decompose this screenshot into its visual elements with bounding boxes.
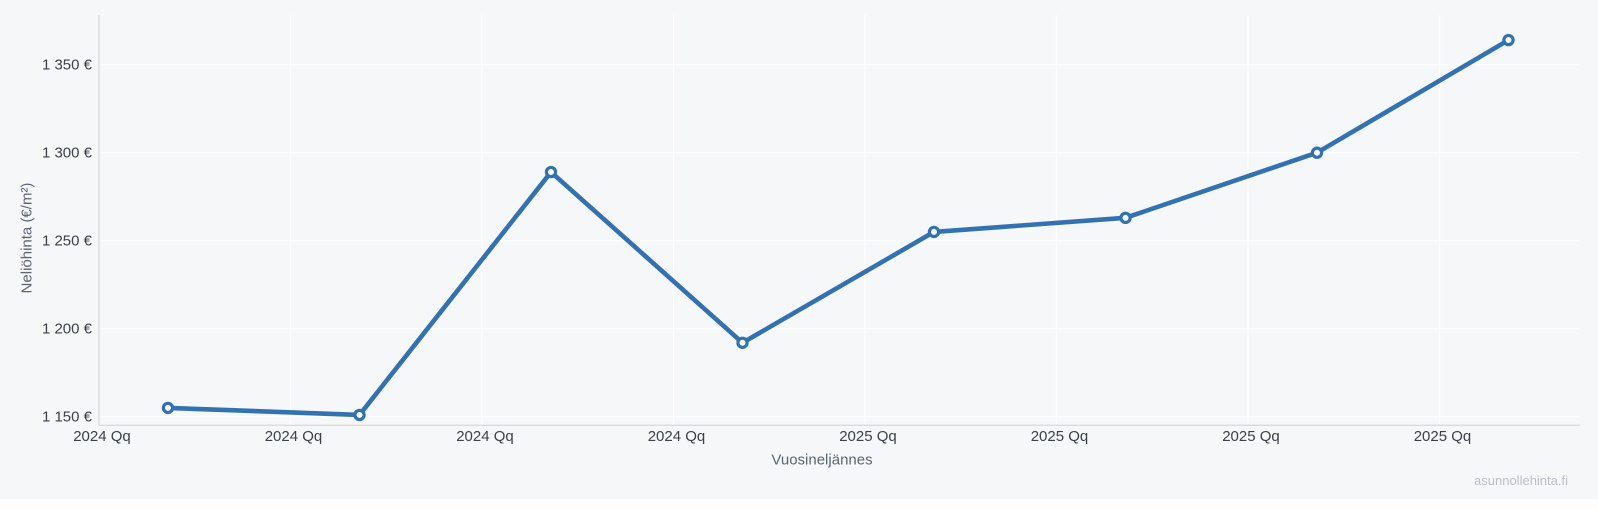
- x-tick-label: 2025 Qq: [1031, 428, 1089, 445]
- data-point[interactable]: [1502, 33, 1515, 47]
- y-tick-label: 1 250 €: [42, 233, 93, 250]
- x-tick-label: 2025 Qq: [839, 428, 897, 445]
- watermark-link[interactable]: asunnollehinta.fi: [1474, 473, 1568, 488]
- data-point[interactable]: [353, 408, 366, 422]
- x-axis-title: Vuosineljännes: [771, 451, 873, 469]
- data-point[interactable]: [927, 225, 941, 239]
- x-tick-label: 2025 Qq: [1414, 428, 1472, 445]
- footer-strip: [0, 499, 1598, 509]
- data-point[interactable]: [544, 165, 558, 179]
- data-point[interactable]: [161, 401, 175, 415]
- x-tick-label: 2025 Qq: [1222, 428, 1280, 445]
- x-tick-label: 2024 Qq: [648, 428, 706, 445]
- data-point[interactable]: [736, 336, 749, 349]
- price-line: [165, 37, 1511, 418]
- y-axis-title: Neliöhinta (€/m²): [18, 182, 36, 294]
- x-tick-label: 2024 Qq: [265, 428, 323, 445]
- data-point[interactable]: [1310, 146, 1324, 159]
- y-tick-label: 1 200 €: [42, 321, 93, 338]
- y-tick-label: 1 350 €: [42, 57, 93, 74]
- x-tick-label: 2024 Qq: [456, 428, 514, 445]
- y-tick-label: 1 150 €: [42, 409, 93, 426]
- y-tick-label: 1 300 €: [42, 145, 93, 162]
- x-tick-label: 2024 Qq: [73, 428, 131, 445]
- data-point[interactable]: [1119, 211, 1132, 225]
